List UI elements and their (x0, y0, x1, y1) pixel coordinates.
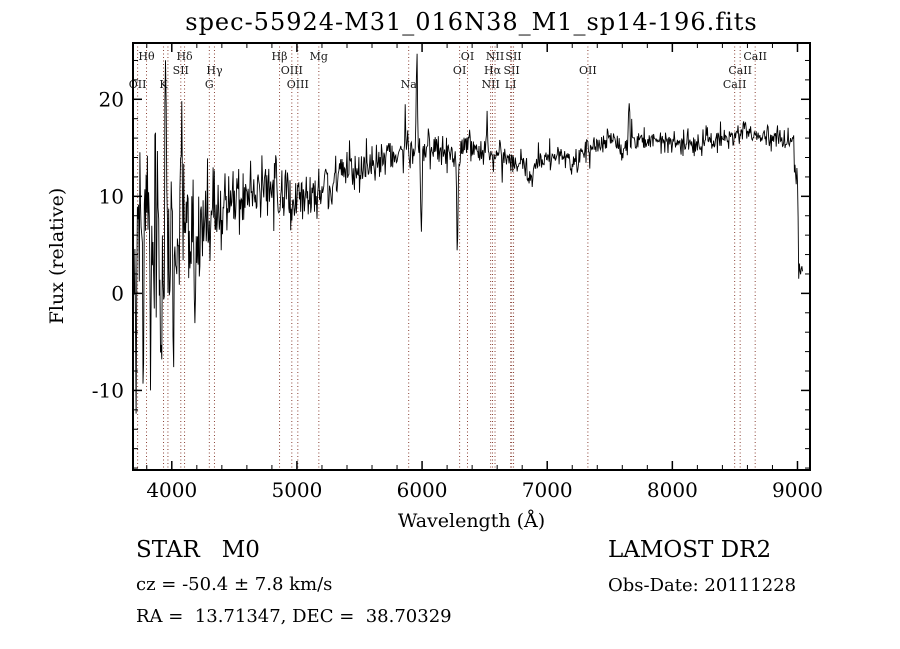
spectral-line-label: Mg (310, 50, 328, 63)
plot-frame (132, 42, 811, 471)
y-tick-label: -10 (92, 378, 124, 402)
spectrum-trace (133, 53, 803, 414)
spectral-line-label: Hδ (176, 50, 193, 63)
spectral-line-label: CaII (743, 50, 767, 63)
cz-text: cz = -50.4 ± 7.8 km/s (136, 574, 333, 595)
spectral-line-label: OI (453, 64, 466, 77)
spectral-line-label: Na (401, 78, 418, 91)
spectral-line-label: OII (579, 64, 597, 77)
x-tick-label: 7000 (522, 478, 573, 502)
chart-title: spec-55924-M31_016N38_M1_sp14-196.fits (185, 8, 758, 36)
spectral-line-label: OIII (281, 64, 303, 77)
x-tick-label: 6000 (397, 478, 448, 502)
spectral-line-label: SII (173, 64, 189, 77)
obs-date-text: Obs-Date: 20111228 (608, 575, 797, 596)
y-tick-label: 0 (111, 281, 124, 305)
x-tick-label: 4000 (146, 478, 197, 502)
spectral-line-label: LI (505, 78, 517, 91)
x-tick-label: 5000 (271, 478, 322, 502)
spectral-line-label: Hθ (138, 50, 155, 63)
y-tick-label: 10 (99, 184, 124, 208)
coords-text: RA = 13.71347, DEC = 38.70329 (136, 606, 452, 627)
spectral-line-label: NII (486, 50, 504, 63)
x-tick-label: 9000 (772, 478, 823, 502)
y-axis-label: Flux (relative) (46, 187, 68, 325)
spectral-line-label: G (205, 78, 214, 91)
spectral-line-label: OI (461, 50, 474, 63)
y-tick-label: 20 (99, 87, 124, 111)
object-class-text: STAR M0 (136, 537, 260, 563)
spectral-line-label: Hγ (206, 64, 223, 77)
spectral-line-label: SII (504, 64, 520, 77)
survey-text: LAMOST DR2 (608, 537, 772, 563)
spectral-line-label: OIII (287, 78, 309, 91)
spectral-line-label: K (159, 78, 168, 91)
spectral-line-label: CaII (723, 78, 747, 91)
x-tick-label: 8000 (647, 478, 698, 502)
spectral-line-label: Hβ (272, 50, 288, 63)
spectral-line-label: NII (481, 78, 499, 91)
spectral-line-label: SII (505, 50, 521, 63)
spectral-line-label: Hα (484, 64, 502, 77)
x-axis-label: Wavelength (Å) (397, 510, 546, 532)
spectral-line-label: CaII (728, 64, 752, 77)
